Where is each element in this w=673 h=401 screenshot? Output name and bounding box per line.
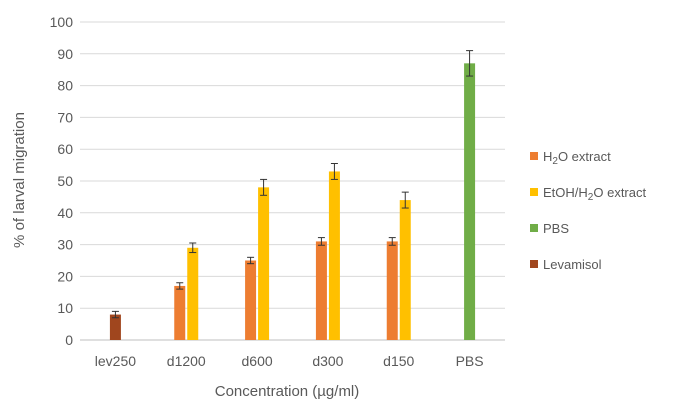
y-tick-label: 10 xyxy=(57,300,73,316)
y-tick-label: 80 xyxy=(57,78,73,94)
legend-label: EtOH/H2O extract xyxy=(543,184,647,203)
bar xyxy=(245,260,257,340)
bars xyxy=(109,50,476,341)
x-tick-label: d600 xyxy=(242,353,273,369)
y-tick-label: 50 xyxy=(57,173,73,189)
y-tick-label: 30 xyxy=(57,237,73,253)
bar xyxy=(187,247,199,340)
legend-item: EtOH/H2O extract xyxy=(530,184,673,203)
y-tick-label: 100 xyxy=(50,14,74,30)
legend: H2O extract EtOH/H2O extract PBS Levamisol xyxy=(530,148,673,292)
x-tick-label: lev250 xyxy=(95,353,136,369)
legend-swatch xyxy=(530,224,538,232)
x-tick-label: d1200 xyxy=(167,353,206,369)
bar xyxy=(315,241,327,340)
x-tick-label: d150 xyxy=(383,353,414,369)
legend-swatch xyxy=(530,260,538,268)
y-tick-label: 40 xyxy=(57,205,73,221)
x-tick-label: PBS xyxy=(456,353,484,369)
bar xyxy=(328,171,340,340)
legend-item: Levamisol xyxy=(530,256,673,272)
legend-label: Levamisol xyxy=(543,256,602,272)
legend-item: PBS xyxy=(530,220,673,236)
bar xyxy=(258,187,270,340)
legend-item: H2O extract xyxy=(530,148,673,167)
bar xyxy=(464,63,476,341)
bar xyxy=(174,285,186,340)
bar xyxy=(399,200,411,340)
x-axis-ticks: lev250 d1200 d600 d300 d150 PBS xyxy=(95,353,484,369)
y-tick-label: 0 xyxy=(65,332,73,348)
gridlines xyxy=(80,21,505,341)
x-tick-label: d300 xyxy=(312,353,343,369)
y-axis-title: % of larval migration xyxy=(11,112,28,248)
legend-swatch xyxy=(530,152,538,160)
y-tick-label: 90 xyxy=(57,46,73,62)
y-tick-label: 20 xyxy=(57,268,73,284)
legend-label: PBS xyxy=(543,220,570,236)
x-axis-title: Concentration (µg/ml) xyxy=(215,383,360,400)
y-tick-label: 60 xyxy=(57,141,73,157)
y-tick-label: 70 xyxy=(57,109,73,125)
legend-label: H2O extract xyxy=(543,148,611,167)
y-axis-ticks: 0 10 20 30 40 50 60 70 80 90 100 xyxy=(50,14,74,348)
bar xyxy=(109,314,121,340)
bar xyxy=(386,241,398,340)
legend-swatch xyxy=(530,188,538,196)
